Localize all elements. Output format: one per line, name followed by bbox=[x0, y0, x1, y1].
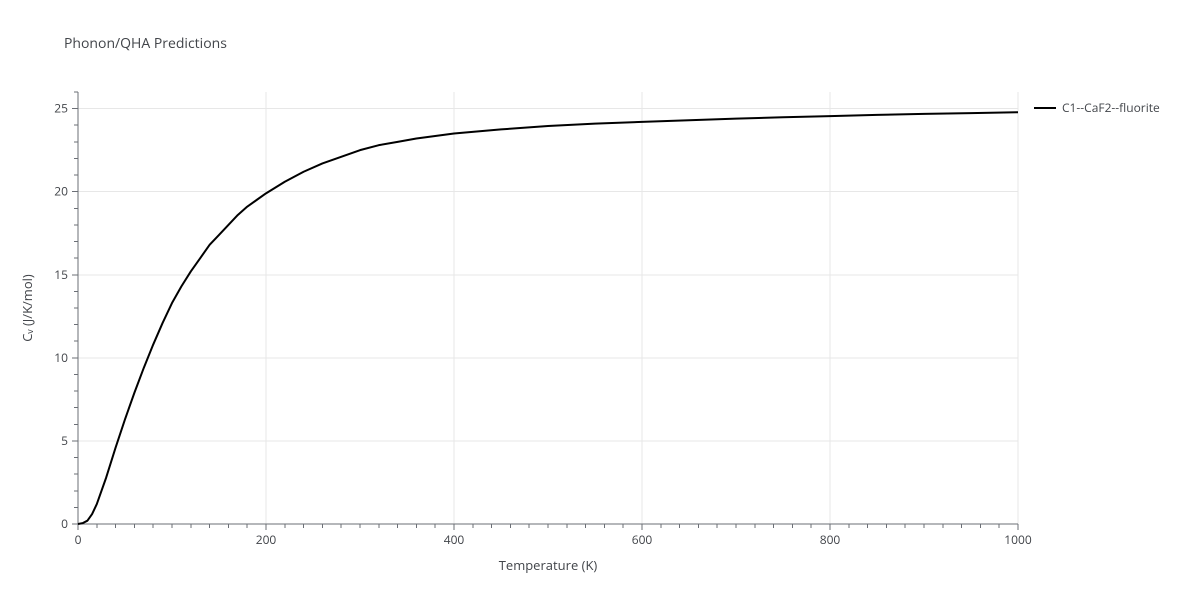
x-tick-label: 0 bbox=[75, 531, 82, 548]
x-tick-label: 800 bbox=[820, 531, 841, 548]
legend-label: C1--CaF2--fluorite bbox=[1062, 99, 1160, 116]
x-tick-label: 400 bbox=[444, 531, 465, 548]
chart-container: Phonon/QHA Predictions 02004006008001000… bbox=[0, 0, 1200, 600]
x-axis-label: Temperature (K) bbox=[499, 556, 598, 574]
chart-svg: 0 200 400 600 800 1000 0 5 10 15 20 25 Temperature (… bbox=[0, 0, 1200, 600]
y-tick-label: 20 bbox=[54, 183, 68, 200]
y-tick-label: 10 bbox=[54, 349, 68, 366]
x-tick-label: 200 bbox=[256, 531, 277, 548]
y-tick-label: 15 bbox=[54, 266, 68, 283]
y-tick-label: 0 bbox=[61, 515, 68, 532]
y-tick-label: 25 bbox=[54, 100, 68, 117]
chart-title: Phonon/QHA Predictions bbox=[64, 34, 227, 53]
x-tick-label: 1000 bbox=[1004, 531, 1032, 548]
y-axis-label: Cᵥ (J/K/mol) bbox=[18, 274, 36, 342]
x-tick-label: 600 bbox=[632, 531, 653, 548]
chart-bg bbox=[0, 0, 1200, 600]
y-tick-label: 5 bbox=[61, 432, 68, 449]
